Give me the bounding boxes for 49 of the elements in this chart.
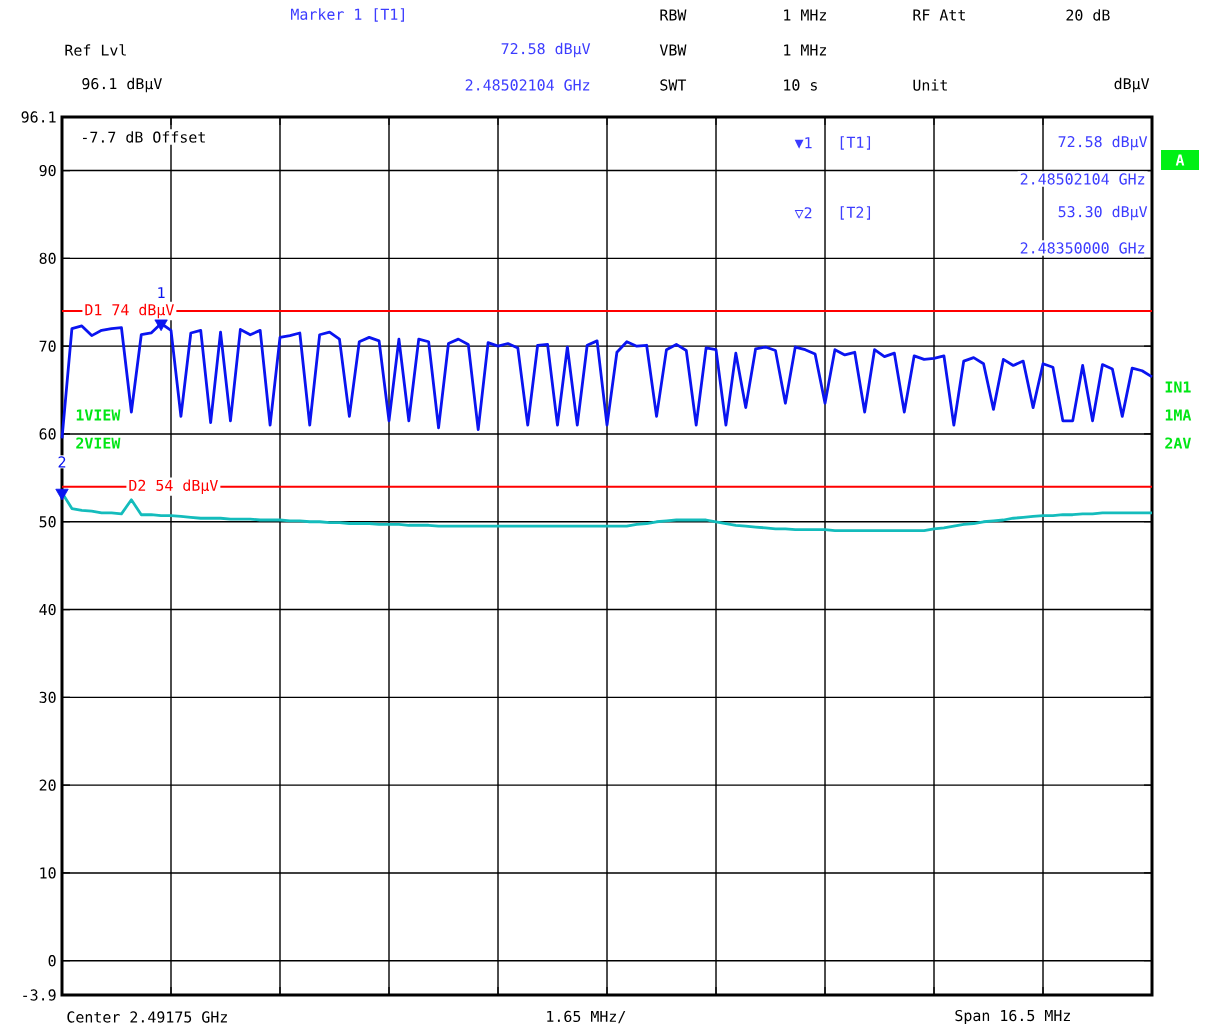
- text: 1 MHz: [784, 44, 826, 56]
- annotation: 1VIEW: [76, 409, 121, 421]
- annotation: 2: [58, 456, 66, 468]
- text: VBW: [659, 44, 687, 56]
- text: Center 2.49175 GHz: [67, 1011, 227, 1023]
- y-tick-label: 30: [39, 691, 56, 704]
- text: SWT: [660, 79, 687, 91]
- annotation: 72.58 dBµV: [1058, 135, 1148, 151]
- y-tick-label: 10: [40, 867, 56, 879]
- y-tick-label: 40: [39, 603, 56, 616]
- y-tick-label: 50: [39, 516, 56, 528]
- text: 1MA: [1165, 409, 1192, 421]
- text: 1 MHz: [784, 9, 826, 21]
- text: Marker 1 [T1]: [291, 8, 404, 22]
- annotation: ▽2: [794, 207, 812, 219]
- y-tick-label: 70: [39, 340, 56, 352]
- y-tick-label: -3.9: [23, 989, 56, 1001]
- text: 96.1 dBµV: [82, 77, 162, 93]
- annotation: 53.30 dBµV: [1058, 205, 1148, 221]
- text: RF Att: [913, 9, 965, 21]
- annotation: 2.48502104 GHz: [1020, 173, 1145, 185]
- text: dBµV: [1114, 77, 1150, 93]
- text: 72.58 dBµV: [501, 42, 591, 58]
- y-tick-label: 20: [39, 779, 56, 791]
- annotation: 1: [158, 287, 165, 299]
- ref-line-label: D1 74 dBµV: [85, 303, 174, 319]
- annotation: [T2]: [840, 206, 871, 220]
- y-tick-label: 0: [48, 955, 56, 967]
- text: Span 16.5 MHz: [955, 1009, 1070, 1025]
- y-tick-label: 60: [39, 428, 56, 440]
- annotation: 2.48350000 GHz: [1020, 242, 1145, 254]
- annotation: 2VIEW: [76, 437, 121, 449]
- text: 20 dB: [1066, 9, 1110, 21]
- text: A: [1175, 154, 1185, 166]
- text: RBW: [660, 9, 687, 21]
- annotation: -7.7 dB Offset: [82, 131, 205, 143]
- annotation: ▼1: [794, 137, 812, 149]
- y-tick-label: 90: [39, 164, 56, 177]
- text: Ref Lvl: [65, 44, 126, 56]
- text: IN1: [1165, 381, 1191, 393]
- text: 2.48502104 GHz: [465, 79, 590, 91]
- text: 10 s: [784, 79, 817, 91]
- text: 1.65 MHz/: [547, 1010, 626, 1024]
- y-tick-label: 80: [39, 252, 56, 265]
- ref-line-label: D2 54 dBµV: [129, 479, 218, 494]
- annotation: [T1]: [840, 136, 871, 150]
- text: 2AV: [1165, 437, 1191, 449]
- text: Unit: [913, 79, 947, 91]
- y-tick-label: 96.1: [21, 111, 56, 123]
